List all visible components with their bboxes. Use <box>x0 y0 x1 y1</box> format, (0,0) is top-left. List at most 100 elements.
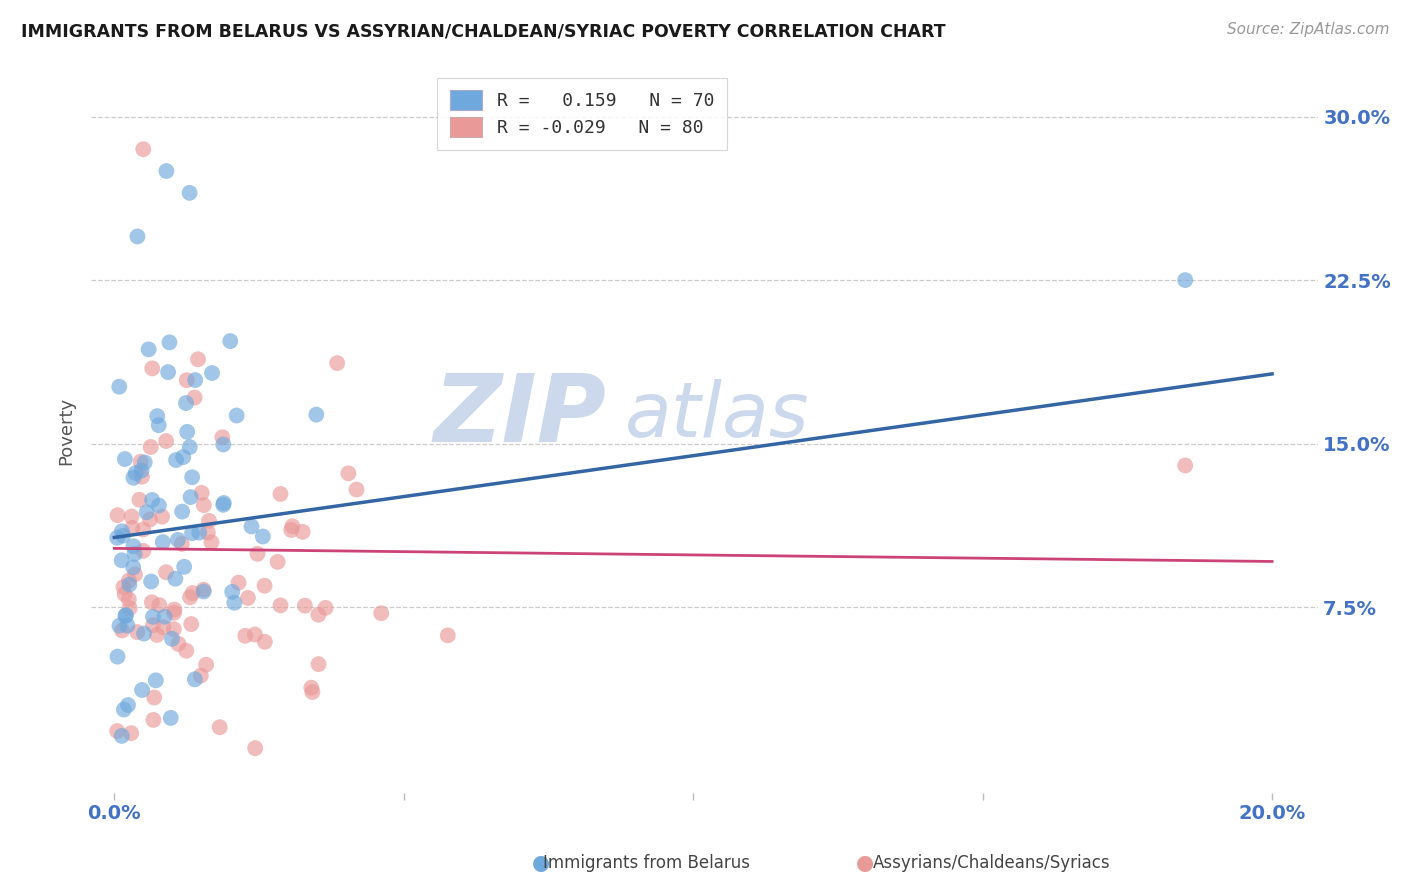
Point <box>112 702 135 716</box>
Point <box>134 455 156 469</box>
Point <box>294 599 316 613</box>
Point <box>146 409 169 423</box>
Point <box>184 673 207 687</box>
Point <box>132 626 155 640</box>
Point <box>188 525 211 540</box>
Point <box>120 726 142 740</box>
Point <box>195 657 218 672</box>
Point <box>153 609 176 624</box>
Point <box>212 496 235 510</box>
Point <box>138 343 160 357</box>
Text: Source: ZipAtlas.com: Source: ZipAtlas.com <box>1226 22 1389 37</box>
Point <box>105 531 128 545</box>
Point <box>129 455 152 469</box>
Point <box>180 617 202 632</box>
Point <box>212 437 235 451</box>
Point <box>148 418 170 433</box>
Point <box>170 537 193 551</box>
Point <box>118 577 141 591</box>
Point <box>111 553 134 567</box>
Point <box>142 610 165 624</box>
Point <box>198 514 221 528</box>
Point <box>132 142 155 156</box>
Point <box>193 498 215 512</box>
Point <box>117 698 139 712</box>
Point <box>111 524 134 539</box>
Point <box>269 487 291 501</box>
Point <box>163 602 186 616</box>
Point <box>152 535 174 549</box>
Point <box>253 635 276 649</box>
Point <box>219 334 242 348</box>
Point <box>155 434 177 448</box>
Point <box>107 508 129 523</box>
Point <box>179 591 201 605</box>
Point <box>181 526 204 541</box>
Point <box>115 608 138 623</box>
Point <box>160 632 183 646</box>
Point <box>221 585 243 599</box>
Point <box>197 525 219 540</box>
Point <box>181 586 204 600</box>
Point <box>157 365 180 379</box>
Legend: R =   0.159   N = 70, R = -0.029   N = 80: R = 0.159 N = 70, R = -0.029 N = 80 <box>437 78 727 150</box>
Point <box>176 425 198 439</box>
Point <box>131 469 153 483</box>
Point <box>114 587 136 601</box>
Point <box>143 690 166 705</box>
Point <box>135 505 157 519</box>
Point <box>127 625 149 640</box>
Point <box>114 608 136 623</box>
Point <box>114 452 136 467</box>
Point <box>159 711 181 725</box>
Point <box>225 409 247 423</box>
Point <box>118 601 141 615</box>
Text: Assyrians/Chaldeans/Syriacs: Assyrians/Chaldeans/Syriacs <box>872 855 1111 872</box>
Point <box>280 523 302 537</box>
Point <box>291 524 314 539</box>
Point <box>167 533 190 547</box>
Point <box>148 598 170 612</box>
Point <box>315 600 337 615</box>
Point <box>172 450 194 464</box>
Text: Immigrants from Belarus: Immigrants from Belarus <box>543 855 751 872</box>
Point <box>326 356 349 370</box>
Point <box>172 505 194 519</box>
Point <box>155 566 177 580</box>
Point <box>190 668 212 682</box>
Point <box>141 595 163 609</box>
Point <box>184 373 207 387</box>
Point <box>142 713 165 727</box>
Point <box>190 486 212 500</box>
Point <box>179 440 201 454</box>
Point <box>253 579 276 593</box>
Point <box>159 335 181 350</box>
Point <box>139 574 162 589</box>
Point <box>233 629 256 643</box>
Point <box>252 529 274 543</box>
Point <box>146 628 169 642</box>
Point <box>141 361 163 376</box>
Point <box>165 453 187 467</box>
Point <box>305 408 328 422</box>
Point <box>148 499 170 513</box>
Point <box>112 580 135 594</box>
Point <box>181 470 204 484</box>
Text: ●: ● <box>533 854 550 873</box>
Point <box>243 627 266 641</box>
Point <box>131 464 153 478</box>
Point <box>228 575 250 590</box>
Point <box>121 521 143 535</box>
Text: ZIP: ZIP <box>433 370 606 462</box>
Point <box>246 547 269 561</box>
Point <box>111 624 134 638</box>
Point <box>117 618 139 632</box>
Point <box>193 584 215 599</box>
Point <box>281 519 304 533</box>
Point <box>122 539 145 553</box>
Point <box>370 606 392 620</box>
Point <box>124 466 146 480</box>
Point <box>301 685 323 699</box>
Point <box>145 673 167 688</box>
Point <box>118 574 141 588</box>
